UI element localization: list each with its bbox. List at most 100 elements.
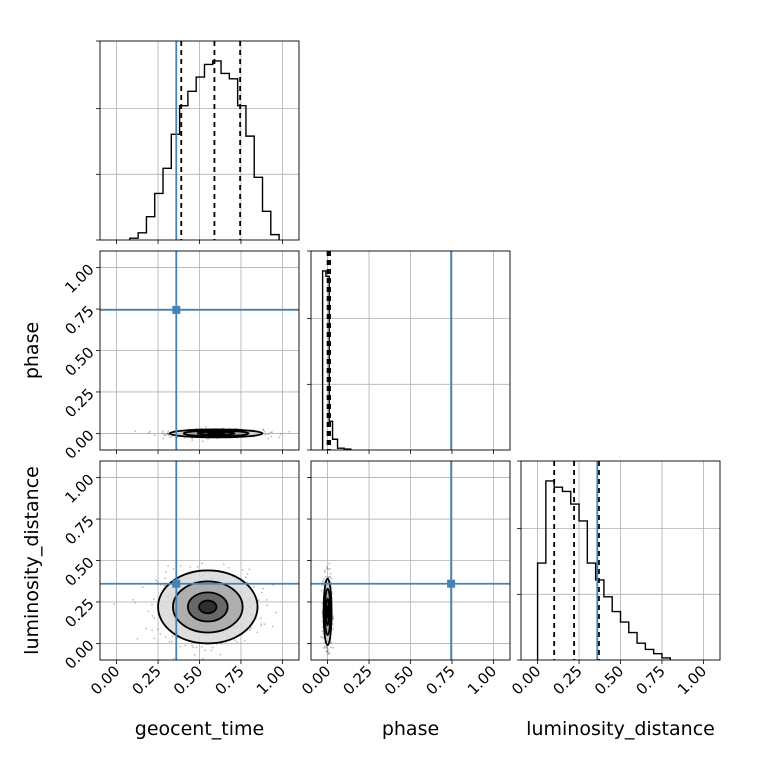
- sample-point: [189, 566, 192, 568]
- sample-point: [265, 598, 268, 601]
- sample-point: [256, 631, 259, 634]
- sample-point: [164, 636, 167, 639]
- sample-point: [288, 430, 291, 433]
- sample-point: [328, 576, 330, 579]
- panel-phase-vs-luminosity_distance-grid: [311, 461, 510, 660]
- sample-point: [279, 433, 282, 435]
- sample-point: [324, 571, 327, 573]
- sample-point: [171, 640, 173, 643]
- sample-point: [320, 635, 322, 638]
- panel-geocent_time-hist: [96, 40, 300, 244]
- sample-point: [324, 645, 327, 648]
- sample-point: [244, 576, 247, 579]
- phase-y-tick-label-2: 0.50: [61, 343, 97, 379]
- sample-point: [321, 584, 324, 587]
- geocent_time-x-axis-label: geocent_time: [135, 718, 264, 740]
- sample-point: [210, 649, 213, 652]
- sample-point: [266, 604, 269, 607]
- sample-point: [165, 571, 168, 573]
- sample-point: [219, 653, 222, 656]
- sample-point: [147, 610, 150, 613]
- sample-point: [264, 433, 267, 436]
- sample-point: [147, 432, 150, 434]
- sample-point: [271, 625, 274, 628]
- sample-point: [219, 643, 222, 645]
- phase-y-axis-label: phase: [21, 322, 43, 379]
- sample-point: [260, 623, 263, 626]
- sample-point: [327, 652, 330, 654]
- sample-point: [320, 589, 323, 592]
- sample-point: [200, 645, 203, 648]
- sample-point: [157, 628, 159, 631]
- luminosity_distance-x-axis-label: luminosity_distance: [526, 718, 715, 740]
- luminosity_distance-y-tick-label-4: 1.00: [61, 471, 97, 507]
- sample-point: [275, 611, 278, 614]
- panel-geocent_time-vs-luminosity_distance: [96, 460, 300, 664]
- sample-point: [332, 615, 335, 618]
- sample-point: [191, 439, 194, 442]
- sample-point: [161, 430, 164, 433]
- geocent_time-x-tick-label-2: 0.50: [170, 662, 206, 698]
- geocent_time-histogram: [129, 60, 280, 240]
- sample-point: [164, 577, 167, 580]
- sample-point: [201, 440, 204, 443]
- sample-point: [262, 428, 264, 431]
- sample-point: [328, 652, 331, 655]
- panel-phase-vs-luminosity_distance-truth-marker: [447, 579, 456, 588]
- sample-point: [191, 644, 193, 647]
- sample-point: [184, 644, 187, 647]
- sample-point: [330, 641, 333, 644]
- sample-point: [166, 433, 169, 436]
- sample-point: [113, 603, 116, 605]
- sample-point: [227, 566, 230, 569]
- sample-point: [169, 436, 171, 438]
- sample-point: [262, 429, 265, 431]
- sample-point: [325, 567, 328, 570]
- sample-point: [327, 568, 330, 571]
- sample-point: [171, 635, 174, 637]
- panel-geocent_time-vs-luminosity_distance-truth-marker: [172, 579, 181, 588]
- luminosity_distance-x-tick-label-1: 0.25: [550, 662, 586, 698]
- sample-point: [325, 650, 328, 653]
- phase-x-axis-label: phase: [382, 718, 439, 740]
- sample-point: [248, 568, 251, 571]
- sample-point: [325, 646, 328, 649]
- phase-y-tick-label-4: 1.00: [61, 261, 97, 297]
- sample-point: [332, 646, 335, 649]
- phase-x-tick-label-4: 1.00: [464, 662, 500, 698]
- sample-point: [201, 562, 203, 564]
- geocent_time-x-tick-label-0: 0.00: [87, 662, 123, 698]
- sample-point: [267, 433, 270, 436]
- panel-phase-vs-luminosity_distance-inner: [311, 461, 510, 660]
- sample-point: [196, 565, 199, 568]
- geocent_time-x-tick-label-1: 0.25: [129, 662, 165, 698]
- geocent_time-x-tick-label-3: 0.75: [211, 662, 247, 698]
- sample-point: [153, 637, 156, 640]
- sample-point: [166, 432, 169, 435]
- phase-histogram: [321, 270, 352, 450]
- phase-x-tick-label-3: 0.75: [422, 662, 458, 698]
- sample-point: [329, 576, 332, 578]
- sample-point: [151, 615, 154, 617]
- sample-point: [171, 435, 173, 438]
- sample-point: [151, 629, 154, 632]
- phase-x-tick-label-0: 0.00: [298, 662, 334, 698]
- sample-point: [330, 577, 333, 580]
- sample-point: [321, 630, 324, 633]
- sample-point: [156, 580, 159, 583]
- sample-point: [202, 658, 204, 660]
- sample-point: [205, 425, 207, 428]
- sample-point: [167, 565, 170, 567]
- luminosity_distance-y-tick-label-1: 0.25: [61, 595, 97, 631]
- sample-point: [168, 640, 171, 643]
- sample-point: [260, 591, 263, 594]
- sample-point: [163, 434, 166, 437]
- sample-point: [257, 599, 260, 602]
- sample-point: [322, 578, 325, 581]
- luminosity_distance-y-axis-label: luminosity_distance: [21, 466, 43, 655]
- sample-point: [332, 623, 334, 625]
- sample-point: [204, 649, 207, 652]
- sample-point: [260, 625, 263, 627]
- luminosity_distance-histogram: [536, 480, 671, 660]
